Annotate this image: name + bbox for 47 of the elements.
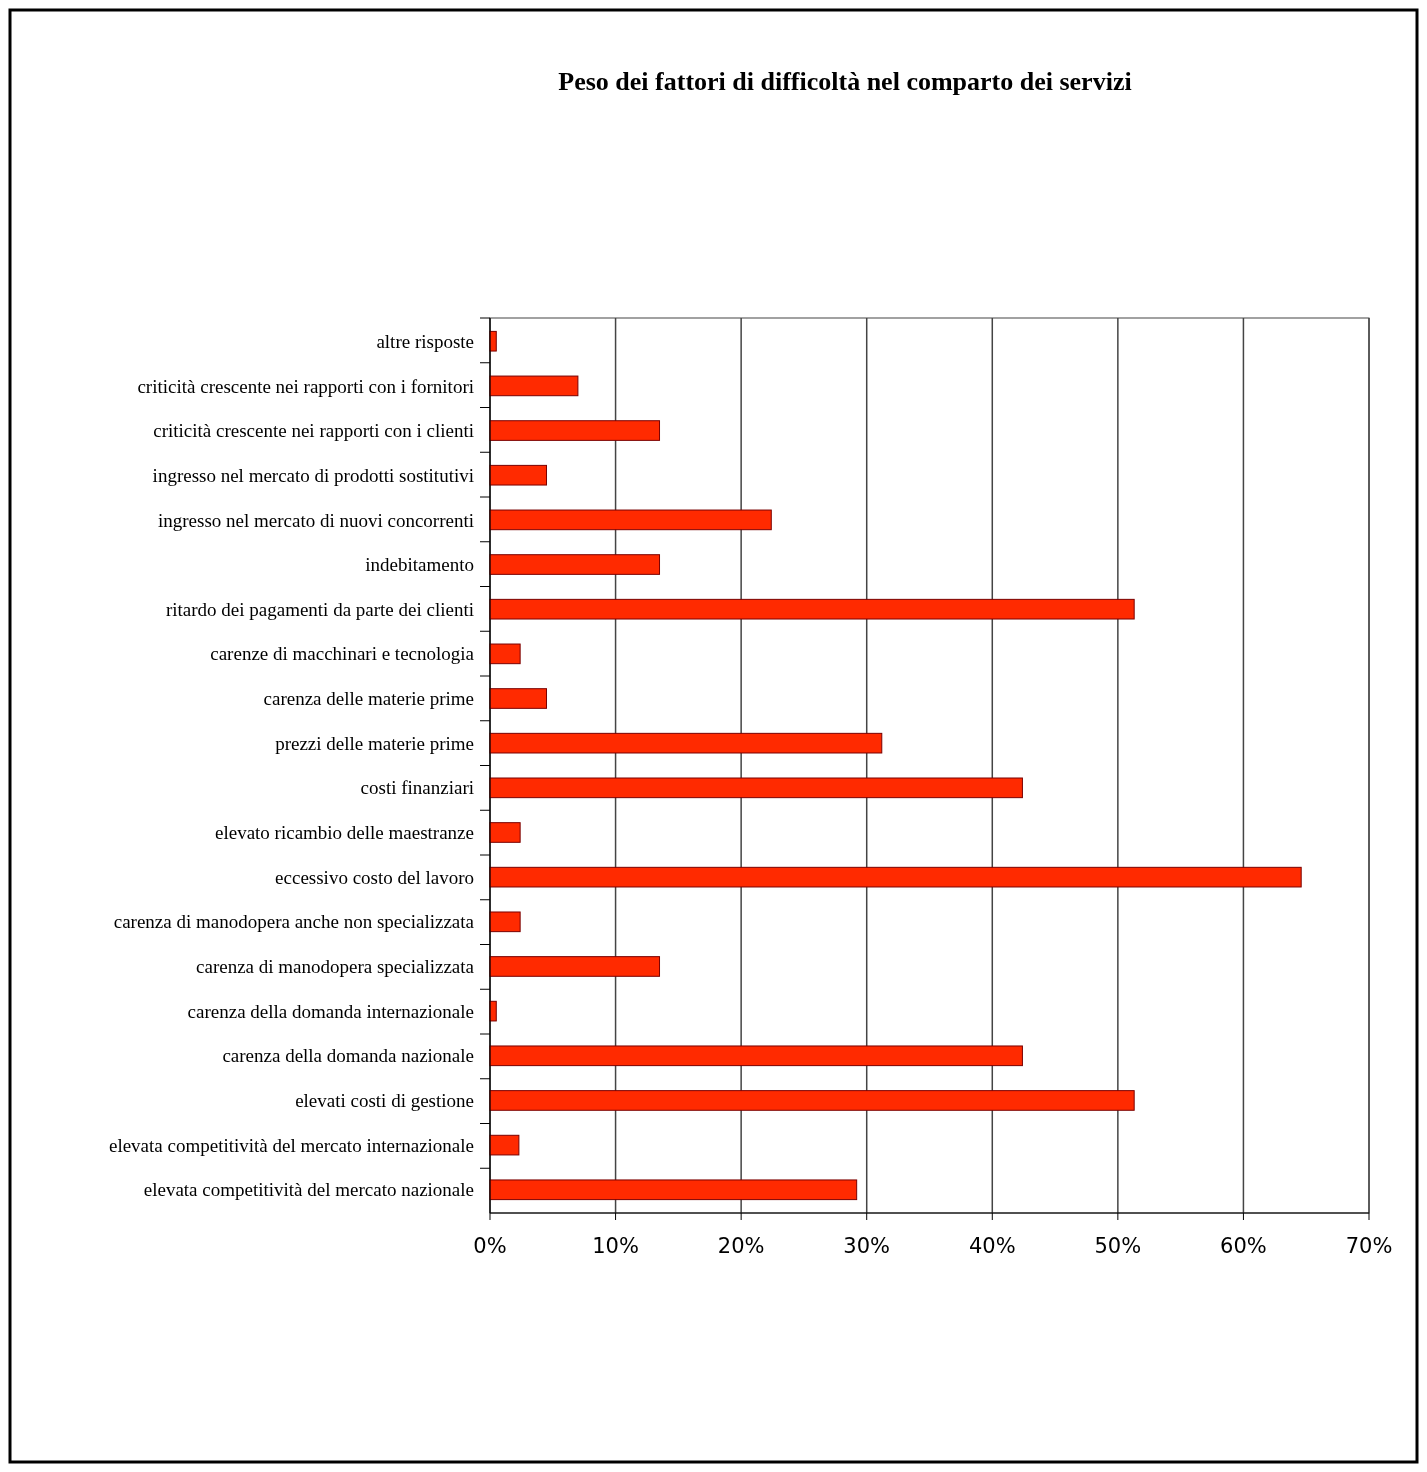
y-tick-label: carenza di manodopera anche non specializzata: [113, 911, 475, 933]
bar: [489, 1090, 1135, 1111]
y-tick-label: elevati costi di gestione: [295, 1090, 474, 1112]
bar: [489, 554, 661, 575]
bar: [489, 866, 1302, 888]
bar: [489, 1179, 858, 1201]
chart-title: Peso dei fattori di difficoltà nel comparto dei servizi: [558, 67, 1132, 96]
y-tick-label: elevata competitività del mercato internazionale: [108, 1134, 474, 1156]
bar: [489, 688, 548, 709]
y-tick-label: carenze di macchinari e tecnologia: [210, 643, 475, 665]
bar: [489, 911, 521, 933]
x-tick-label: 10%: [592, 1234, 639, 1258]
bar: [489, 464, 548, 486]
y-tick-label: criticità crescente nei rapporti con i fornitori: [137, 375, 474, 397]
bar: [489, 598, 1135, 620]
y-tick-label: criticità crescente nei rapporti con i clienti: [153, 420, 474, 442]
bar: [489, 822, 521, 843]
y-tick-label: ingresso nel mercato di prodotti sostitutivi: [152, 464, 474, 486]
bar: [489, 420, 661, 441]
y-tick-label: ingresso nel mercato di nuovi concorrenti: [157, 509, 474, 531]
x-tick-label: 60%: [1220, 1234, 1267, 1258]
bar: [489, 509, 772, 531]
y-tick-label: elevato ricambio delle maestranze: [214, 822, 474, 844]
bar: [489, 1045, 1023, 1067]
x-tick-label: 20%: [717, 1234, 765, 1258]
y-tick-label: altre risposte: [376, 330, 474, 352]
y-tick-label: prezzi delle materie prime: [275, 732, 474, 754]
x-tick-label: 0%: [473, 1234, 507, 1258]
y-tick-label: costi finanziari: [360, 777, 474, 799]
bar: [489, 732, 883, 754]
y-tick-label: eccessivo costo del lavoro: [275, 866, 474, 888]
x-tick-label: 50%: [1094, 1234, 1142, 1258]
bar: [489, 1134, 520, 1156]
bar: [489, 956, 661, 977]
bar: [489, 777, 1023, 799]
x-tick-label: 40%: [968, 1234, 1016, 1258]
y-tick-label: carenza di manodopera specializzata: [196, 956, 475, 978]
y-tick-label: ritardo dei pagamenti da parte dei clienti: [165, 598, 474, 620]
x-tick-label: 30%: [843, 1234, 891, 1258]
y-tick-label: carenza della domanda internazionale: [187, 1000, 474, 1022]
y-tick-label: indebitamento: [365, 554, 474, 576]
y-tick-label: elevata competitività del mercato nazionale: [143, 1179, 474, 1201]
y-tick-label: carenza delle materie prime: [263, 688, 474, 710]
y-tick-label: carenza della domanda nazionale: [222, 1045, 474, 1067]
bar: [489, 643, 521, 665]
x-tick-label: 70%: [1345, 1234, 1393, 1258]
bar: [489, 375, 579, 397]
